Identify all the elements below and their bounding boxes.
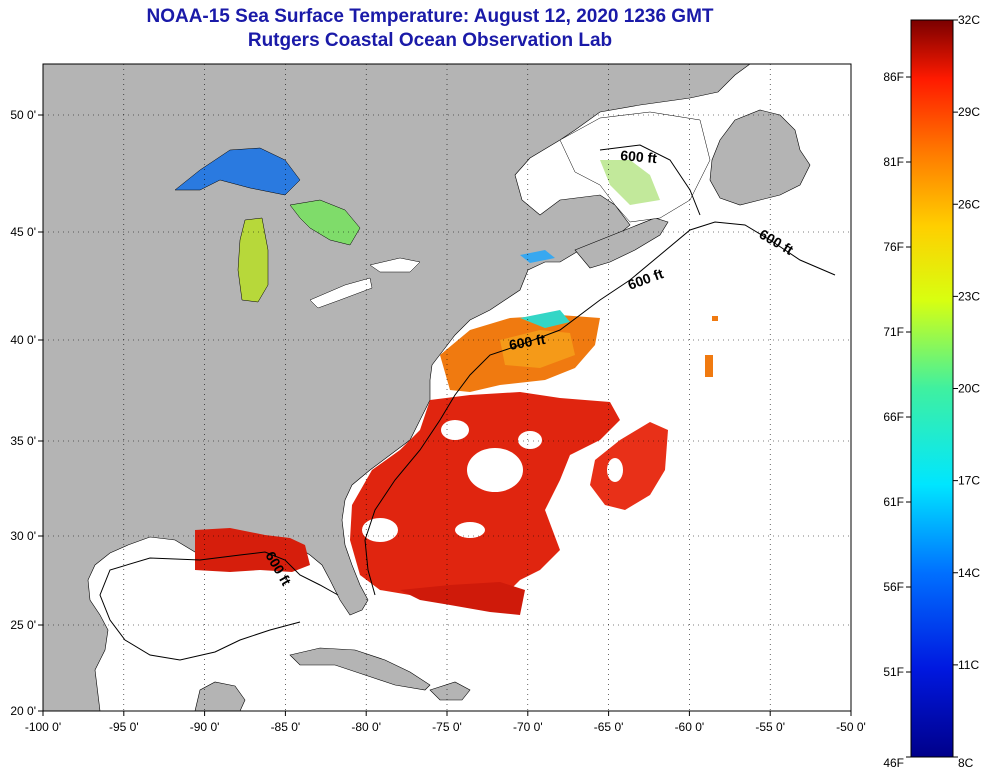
land-north-america — [43, 64, 751, 711]
lon-tick-label: -90 0' — [190, 720, 220, 734]
latitude-axis: 50 0' 45 0' 40 0' 35 0' 30 0' 25 0' 20 0' — [10, 108, 43, 718]
600ft-contour-north — [599, 144, 701, 216]
lon-tick-label: -100 0' — [25, 720, 61, 734]
lon-tick-label: -80 0' — [351, 720, 381, 734]
colorbar — [910, 19, 954, 758]
land-yucatan — [194, 681, 246, 711]
colorbar-fahrenheit-label: 71F — [883, 325, 904, 339]
lat-tick-label: 50 0' — [10, 108, 36, 122]
lon-tick-label: -95 0' — [109, 720, 139, 734]
lon-tick-label: -65 0' — [594, 720, 624, 734]
lat-tick-label: 45 0' — [10, 225, 36, 239]
lake-superior — [174, 147, 301, 196]
sst-fragment-maine — [520, 250, 555, 263]
colorbar-fahrenheit-label: 81F — [883, 155, 904, 169]
600ft-contour-gulf — [99, 551, 339, 661]
sst-patch-gulf-of-mexico — [195, 528, 310, 572]
colorbar-celsius-label: 14C — [958, 566, 980, 580]
sst-fragment-st-lawrence — [600, 160, 660, 205]
colorbar-fahrenheit-label: 66F — [883, 410, 904, 424]
lon-tick-label: -50 0' — [836, 720, 866, 734]
colorbar-celsius-label: 29C — [958, 105, 980, 119]
lon-tick-label: -75 0' — [432, 720, 462, 734]
lat-tick-label: 30 0' — [10, 529, 36, 543]
sst-patch-south — [400, 582, 525, 615]
lon-tick-label: -70 0' — [513, 720, 543, 734]
colorbar-celsius-label: 23C — [958, 289, 980, 303]
lon-tick-label: -85 0' — [271, 720, 301, 734]
colorbar-fahrenheit-label: 46F — [883, 756, 904, 770]
colorbar-celsius-label: 26C — [958, 197, 980, 211]
land-hispaniola — [429, 681, 471, 701]
sst-patch-mid-atlantic — [440, 310, 600, 392]
colorbar-fahrenheit-label: 76F — [883, 240, 904, 254]
lake-ontario — [369, 257, 421, 273]
sst-fragment — [705, 355, 713, 377]
land-nova-scotia — [574, 217, 669, 269]
cloud-gaps — [362, 420, 623, 542]
colorbar-celsius-label: 11C — [958, 658, 979, 672]
land-cuba — [289, 647, 431, 691]
lake-michigan — [237, 217, 269, 303]
colorbar-celsius-label: 17C — [958, 474, 980, 488]
land-newfoundland — [709, 109, 811, 206]
colorbar-celsius-label: 8C — [958, 756, 974, 770]
contour-label: 600 ft — [620, 147, 658, 166]
600ft-contour — [364, 221, 836, 596]
map-title: NOAA-15 Sea Surface Temperature: August … — [146, 6, 714, 27]
sst-patch-gulf-stream — [350, 392, 620, 605]
lon-tick-label: -55 0' — [755, 720, 785, 734]
colorbar-celsius-label: 32C — [958, 13, 980, 27]
contour-label: 600 ft — [508, 331, 547, 353]
colorbar-celsius-label: 20C — [958, 382, 980, 396]
map-subtitle: Rutgers Coastal Ocean Observation Lab — [247, 30, 613, 51]
colorbar-fahrenheit-label: 51F — [883, 665, 904, 679]
lake-erie — [309, 277, 373, 309]
colorbar-fahrenheit-label: 86F — [883, 70, 904, 84]
colorbar-fahrenheit-label: 56F — [883, 580, 904, 594]
lake-huron — [289, 199, 361, 246]
lat-tick-label: 40 0' — [10, 333, 36, 347]
lat-tick-label: 20 0' — [10, 704, 36, 718]
colorbar-fahrenheit-label: 61F — [883, 495, 904, 509]
lat-tick-label: 35 0' — [10, 434, 36, 448]
lat-tick-label: 25 0' — [10, 618, 36, 632]
sst-patch-offshore — [590, 422, 668, 510]
colorbar-labels: 32C 29C 26C 23C 20C 17C 14C 11C 8C 86F 81F 76F 71F 66… — [883, 13, 980, 770]
lon-tick-label: -60 0' — [675, 720, 705, 734]
longitude-axis: -100 0' -95 0' -90 0' -85 0' -80 0' -75 0' -70… — [25, 711, 866, 734]
sst-fragment — [712, 316, 718, 321]
